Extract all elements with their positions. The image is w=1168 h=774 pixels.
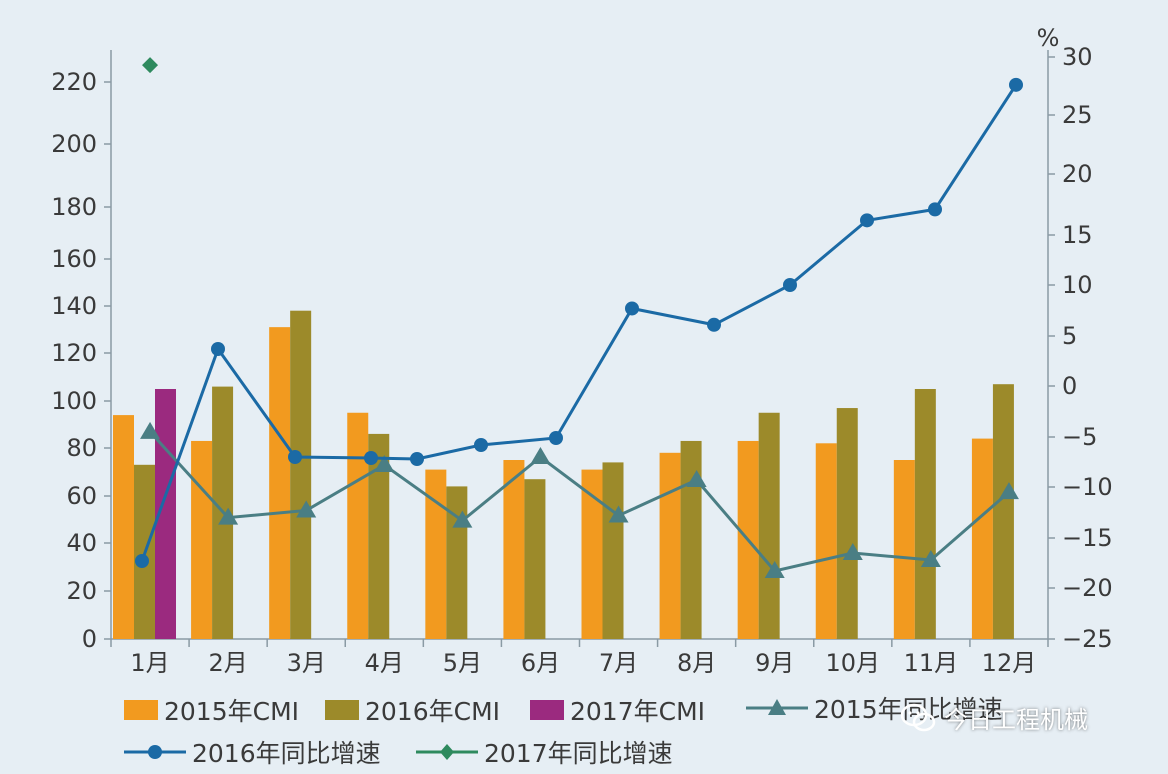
point-2016年同比增速 (1009, 77, 1023, 92)
bar-2016年CMI-5月 (446, 486, 468, 639)
x-tick-label: 9月 (755, 649, 794, 677)
y-left-tick-label: 100 (51, 387, 97, 415)
y-right-tick-label: −25 (1062, 625, 1113, 653)
point-2015年同比增速 (920, 550, 941, 567)
y-left-tick-label: 180 (51, 193, 97, 221)
y-left-tick-label: 20 (66, 577, 97, 605)
point-2016年同比增速 (860, 213, 874, 228)
y-right-tick-label: −15 (1062, 524, 1113, 552)
axes (104, 50, 1055, 647)
x-tick-label: 2月 (208, 649, 247, 677)
tick-labels: 020406080100120140160180200220−25−20−15−… (51, 24, 1112, 677)
y-right-tick-label: 5 (1062, 322, 1077, 350)
point-2016年同比增速 (288, 450, 302, 464)
point-2016年同比增速 (549, 431, 563, 445)
y-right-tick-label: 15 (1062, 221, 1093, 249)
x-tick-label: 6月 (521, 649, 560, 677)
bar-2015年CMI-6月 (503, 460, 525, 639)
point-2016年同比增速 (135, 554, 149, 568)
bar-2015年CMI-7月 (581, 469, 603, 639)
y-right-tick-label: 10 (1062, 271, 1093, 299)
point-2015年同比增速 (374, 455, 395, 472)
bar-2015年CMI-5月 (425, 469, 447, 639)
y-left-tick-label: 80 (66, 434, 97, 462)
point-2016年同比增速 (783, 278, 797, 292)
bar-2016年CMI-11月 (914, 389, 936, 639)
y-left-tick-label: 60 (66, 482, 97, 510)
x-tick-label: 3月 (287, 649, 326, 677)
point-2016年同比增速 (410, 452, 424, 466)
x-tick-label: 12月 (982, 649, 1037, 677)
point-2015年同比增速 (686, 470, 707, 487)
bar-2015年CMI-11月 (893, 460, 915, 639)
point-2016年同比增速 (928, 202, 942, 217)
bar-2017年CMI-1月 (155, 389, 176, 639)
y-right-tick-label: −20 (1062, 574, 1113, 602)
bar-2015年CMI-8月 (659, 452, 681, 639)
point-2016年同比增速 (364, 451, 378, 465)
point-2016年同比增速 (707, 317, 721, 332)
point-2016年同比增速 (474, 438, 488, 452)
y-right-tick-label: 0 (1062, 372, 1077, 400)
point-2016年同比增速 (625, 301, 639, 316)
bar-2016年CMI-9月 (758, 412, 780, 639)
bar-2015年CMI-12月 (971, 438, 993, 639)
y-right-tick-label: 20 (1062, 160, 1093, 188)
bar-2016年CMI-3月 (290, 310, 312, 639)
point-2017年同比增速 (142, 57, 159, 74)
y-right-tick-label: 30 (1062, 43, 1093, 71)
watermark: 今日工程机械 (900, 700, 1088, 735)
point-2015年同比增速 (998, 482, 1019, 500)
y-right-unit: % (1037, 24, 1060, 52)
point-2015年同比增速 (140, 421, 161, 439)
bar-2016年CMI-4月 (368, 433, 390, 639)
point-2015年同比增速 (296, 500, 317, 518)
bar-2016年CMI-12月 (992, 384, 1014, 639)
y-left-tick-label: 200 (51, 130, 97, 158)
y-left-tick-label: 220 (51, 68, 97, 96)
x-tick-label: 8月 (677, 649, 716, 677)
point-2015年同比增速 (608, 505, 629, 523)
lines (135, 57, 1023, 578)
y-left-tick-label: 0 (82, 625, 97, 653)
watermark-text: 今日工程机械 (944, 706, 1088, 734)
point-2015年同比增速 (842, 543, 863, 560)
y-left-tick-label: 120 (51, 339, 97, 367)
x-tick-label: 4月 (365, 649, 404, 677)
bar-2016年CMI-8月 (680, 440, 702, 639)
y-right-tick-label: −5 (1062, 423, 1097, 451)
x-tick-label: 1月 (130, 649, 169, 677)
point-2015年同比增速 (530, 447, 551, 464)
y-right-tick-label: 25 (1062, 101, 1093, 129)
y-left-tick-label: 140 (51, 292, 97, 320)
y-left-tick-label: 40 (66, 529, 97, 557)
point-2015年同比增速 (764, 561, 785, 578)
point-2015年同比增速 (452, 510, 473, 528)
bar-2015年CMI-1月 (113, 415, 134, 639)
bar-2016年CMI-10月 (836, 408, 858, 639)
line-2015年同比增速 (148, 430, 1010, 573)
bar-2015年CMI-3月 (269, 327, 291, 639)
point-2016年同比增速 (211, 342, 225, 356)
bar-2015年CMI-10月 (815, 443, 837, 639)
y-left-tick-label: 160 (51, 245, 97, 273)
bar-2015年CMI-2月 (191, 440, 213, 639)
y-right-tick-label: −10 (1062, 473, 1113, 501)
bar-2016年CMI-6月 (524, 479, 546, 639)
x-tick-label: 10月 (826, 649, 881, 677)
wechat-icon (900, 703, 936, 731)
bar-2016年CMI-7月 (602, 462, 624, 639)
point-2015年同比增速 (218, 507, 239, 525)
bar-2015年CMI-4月 (347, 412, 369, 639)
x-tick-label: 7月 (599, 649, 638, 677)
x-tick-label: 11月 (904, 649, 959, 677)
x-tick-label: 5月 (443, 649, 482, 677)
